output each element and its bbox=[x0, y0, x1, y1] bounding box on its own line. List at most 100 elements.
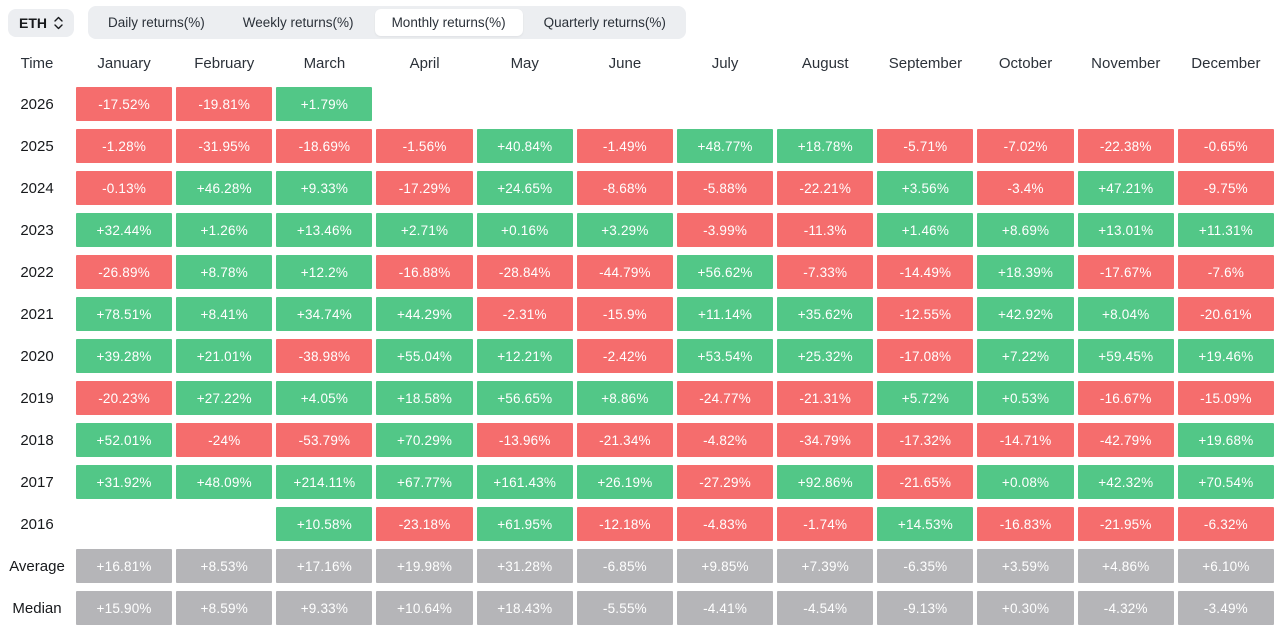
symbol-label: ETH bbox=[19, 14, 47, 31]
return-cell: +13.01% bbox=[1077, 213, 1174, 247]
return-cell: -44.79% bbox=[576, 255, 673, 289]
return-cell: +19.46% bbox=[1177, 339, 1274, 373]
return-cell: -13.96% bbox=[476, 423, 573, 457]
row-label-2025: 2025 bbox=[20, 137, 54, 155]
month-column-header: October bbox=[998, 54, 1053, 72]
return-cell: +56.65% bbox=[476, 381, 573, 415]
row-label-average: Average bbox=[9, 557, 65, 575]
return-cell: +55.04% bbox=[376, 339, 473, 373]
tab-daily-returns[interactable]: Daily returns(%) bbox=[108, 15, 205, 30]
return-cell: -18.69% bbox=[276, 129, 373, 163]
month-column-header: February bbox=[194, 54, 255, 72]
return-cell: +9.85% bbox=[676, 549, 774, 583]
return-cell: +11.14% bbox=[676, 297, 774, 331]
return-cell: -1.56% bbox=[376, 129, 473, 163]
return-cell: -6.85% bbox=[576, 549, 673, 583]
return-cell: +18.58% bbox=[376, 381, 473, 415]
return-cell: +78.51% bbox=[76, 297, 173, 331]
return-cell: +1.26% bbox=[176, 213, 273, 247]
return-cell: +46.28% bbox=[176, 171, 273, 205]
return-cell: +47.21% bbox=[1077, 171, 1174, 205]
return-cell: -2.31% bbox=[476, 297, 573, 331]
return-cell: -27.29% bbox=[676, 465, 774, 499]
return-cell: -4.41% bbox=[676, 591, 774, 625]
return-cell: -17.67% bbox=[1077, 255, 1174, 289]
return-cell: -4.32% bbox=[1077, 591, 1174, 625]
return-cell: +10.64% bbox=[376, 591, 473, 625]
return-cell: +53.54% bbox=[676, 339, 774, 373]
row-label-2020: 2020 bbox=[20, 347, 54, 365]
return-cell: +27.22% bbox=[176, 381, 273, 415]
month-column-header: December bbox=[1191, 54, 1261, 72]
return-cell: +39.28% bbox=[76, 339, 173, 373]
return-cell: +42.92% bbox=[977, 297, 1074, 331]
return-cell: -14.71% bbox=[977, 423, 1074, 457]
return-cell: -20.61% bbox=[1177, 297, 1274, 331]
return-cell: -0.65% bbox=[1177, 129, 1274, 163]
return-cell: +67.77% bbox=[376, 465, 473, 499]
return-cell: -6.32% bbox=[1177, 507, 1274, 541]
row-label-2023: 2023 bbox=[20, 221, 54, 239]
return-cell: +18.78% bbox=[777, 129, 874, 163]
return-cell: -28.84% bbox=[476, 255, 573, 289]
return-cell: -7.33% bbox=[777, 255, 874, 289]
return-cell: -21.34% bbox=[576, 423, 673, 457]
return-cell: +18.39% bbox=[977, 255, 1074, 289]
row-label-2016: 2016 bbox=[20, 515, 54, 533]
return-cell: -14.49% bbox=[877, 255, 974, 289]
return-cell: -34.79% bbox=[777, 423, 874, 457]
return-cell: +17.16% bbox=[276, 549, 373, 583]
return-cell: -12.18% bbox=[576, 507, 673, 541]
return-cell: -2.42% bbox=[576, 339, 673, 373]
return-cell: +8.69% bbox=[977, 213, 1074, 247]
return-cell: -16.67% bbox=[1077, 381, 1174, 415]
return-cell: +70.29% bbox=[376, 423, 473, 457]
return-cell: -15.9% bbox=[576, 297, 673, 331]
return-cell: +3.56% bbox=[877, 171, 974, 205]
return-cell: -21.95% bbox=[1077, 507, 1174, 541]
return-cell: -17.08% bbox=[877, 339, 974, 373]
return-cell: +42.32% bbox=[1077, 465, 1174, 499]
tab-weekly-returns[interactable]: Weekly returns(%) bbox=[242, 15, 354, 30]
return-cell: -19.81% bbox=[176, 87, 273, 121]
return-cell: +52.01% bbox=[76, 423, 173, 457]
return-cell: +9.33% bbox=[276, 171, 373, 205]
return-cell: +24.65% bbox=[476, 171, 573, 205]
return-cell: +15.90% bbox=[76, 591, 173, 625]
row-label-2017: 2017 bbox=[20, 473, 54, 491]
row-label-2019: 2019 bbox=[20, 389, 54, 407]
return-cell: -42.79% bbox=[1077, 423, 1174, 457]
return-cell: +40.84% bbox=[476, 129, 573, 163]
return-cell bbox=[777, 87, 873, 121]
return-cell: -22.21% bbox=[777, 171, 874, 205]
return-cell: +19.68% bbox=[1177, 423, 1274, 457]
month-column-header: June bbox=[608, 54, 642, 72]
return-cell: +35.62% bbox=[777, 297, 874, 331]
return-cell: -8.68% bbox=[576, 171, 673, 205]
return-cell: -16.88% bbox=[376, 255, 473, 289]
return-cell: -4.83% bbox=[676, 507, 774, 541]
return-cell: -17.52% bbox=[76, 87, 173, 121]
return-cell: -0.13% bbox=[76, 171, 173, 205]
return-cell: +12.21% bbox=[476, 339, 573, 373]
tab-quarterly-returns[interactable]: Quarterly returns(%) bbox=[543, 15, 666, 30]
return-cell: -16.83% bbox=[977, 507, 1074, 541]
return-cell: +34.74% bbox=[276, 297, 373, 331]
tab-monthly-returns[interactable]: Monthly returns(%) bbox=[374, 9, 523, 36]
return-cell: +56.62% bbox=[676, 255, 774, 289]
return-cell: +13.46% bbox=[276, 213, 373, 247]
return-cell: -24.77% bbox=[676, 381, 774, 415]
row-label-2021: 2021 bbox=[20, 305, 54, 323]
row-label-2022: 2022 bbox=[20, 263, 54, 281]
return-cell: -22.38% bbox=[1077, 129, 1174, 163]
return-cell: -21.65% bbox=[877, 465, 974, 499]
return-cell bbox=[76, 507, 172, 541]
return-cell: +9.33% bbox=[276, 591, 373, 625]
return-cell: +161.43% bbox=[476, 465, 573, 499]
return-cell bbox=[1078, 87, 1174, 121]
return-cell: -3.4% bbox=[977, 171, 1074, 205]
symbol-selector[interactable]: ETH bbox=[8, 8, 74, 37]
return-cell: +44.29% bbox=[376, 297, 473, 331]
return-cell bbox=[477, 87, 573, 121]
return-cell: +32.44% bbox=[76, 213, 173, 247]
